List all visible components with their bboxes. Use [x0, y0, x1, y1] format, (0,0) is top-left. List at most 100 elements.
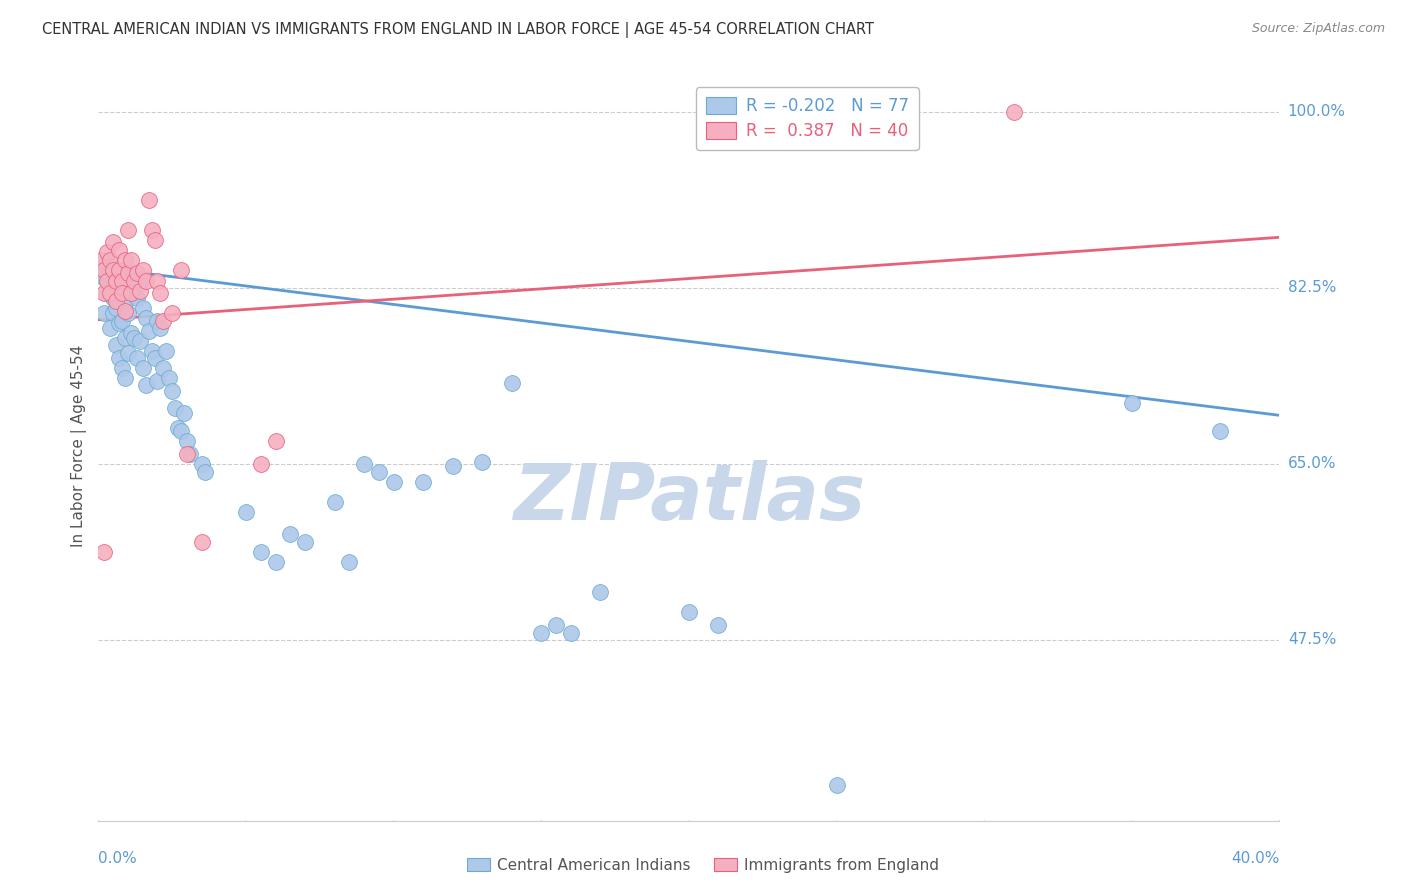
Point: [530, 625, 553, 640]
Point: [825, 779, 848, 793]
Point: [103, 263, 125, 277]
Point: [162, 306, 183, 320]
Point: [146, 274, 169, 288]
Point: [176, 434, 198, 449]
Point: [152, 361, 174, 376]
Point: [132, 263, 155, 277]
Point: [501, 376, 523, 391]
Point: [678, 606, 700, 620]
Point: [111, 274, 134, 288]
Point: [114, 371, 136, 385]
Point: [323, 495, 346, 509]
Point: [117, 306, 139, 320]
Point: [108, 316, 131, 330]
Point: [152, 314, 174, 328]
Point: [98, 285, 121, 300]
Point: [235, 505, 257, 519]
Point: [141, 223, 163, 237]
Text: 82.5%: 82.5%: [1288, 280, 1336, 295]
Point: [111, 280, 134, 294]
Point: [162, 384, 183, 399]
Point: [105, 338, 128, 352]
Point: [1209, 425, 1232, 439]
Point: [117, 266, 139, 280]
Point: [98, 276, 121, 290]
Point: [264, 555, 287, 569]
Point: [93, 545, 115, 559]
Point: [176, 446, 198, 460]
Point: [135, 310, 157, 325]
Point: [98, 321, 121, 335]
Point: [96, 245, 118, 260]
Point: [103, 235, 125, 250]
Point: [125, 266, 148, 280]
Point: [122, 331, 145, 345]
Point: [120, 253, 142, 268]
Point: [108, 244, 131, 258]
Point: [103, 306, 125, 320]
Text: 47.5%: 47.5%: [1288, 632, 1336, 647]
Point: [128, 276, 150, 290]
Point: [117, 223, 139, 237]
Text: Source: ZipAtlas.com: Source: ZipAtlas.com: [1251, 22, 1385, 36]
Point: [1121, 396, 1143, 410]
Point: [128, 284, 150, 298]
Point: [128, 334, 150, 348]
Point: [191, 457, 214, 471]
Point: [122, 274, 145, 288]
Point: [143, 351, 166, 365]
Point: [105, 266, 128, 280]
Point: [96, 255, 118, 269]
Point: [93, 270, 115, 285]
Point: [120, 326, 142, 340]
Point: [103, 291, 125, 305]
Point: [105, 293, 128, 308]
Point: [108, 351, 131, 365]
Point: [105, 301, 128, 315]
Point: [93, 263, 115, 277]
Point: [294, 535, 316, 549]
Text: 100.0%: 100.0%: [1288, 104, 1346, 120]
Point: [120, 285, 142, 300]
Point: [179, 446, 201, 460]
Point: [149, 285, 172, 300]
Point: [135, 378, 157, 392]
Point: [122, 285, 145, 300]
Point: [250, 457, 273, 471]
Point: [132, 301, 155, 315]
Point: [111, 361, 134, 376]
Text: 65.0%: 65.0%: [1288, 456, 1336, 471]
Point: [149, 321, 172, 335]
Point: [120, 276, 142, 290]
Point: [589, 585, 612, 599]
Point: [103, 260, 125, 275]
Point: [96, 285, 118, 300]
Point: [146, 314, 169, 328]
Legend: Central American Indians, Immigrants from England: Central American Indians, Immigrants fro…: [461, 852, 945, 879]
Point: [250, 545, 273, 559]
Point: [339, 555, 361, 569]
Point: [132, 361, 155, 376]
Point: [111, 314, 134, 328]
Point: [125, 291, 148, 305]
Point: [93, 306, 115, 320]
Point: [560, 625, 582, 640]
Point: [141, 343, 163, 358]
Text: 40.0%: 40.0%: [1232, 851, 1279, 866]
Y-axis label: In Labor Force | Age 45-54: In Labor Force | Age 45-54: [72, 345, 87, 547]
Point: [173, 406, 195, 420]
Point: [157, 371, 180, 385]
Point: [546, 617, 568, 632]
Legend: R = -0.202   N = 77, R =  0.387   N = 40: R = -0.202 N = 77, R = 0.387 N = 40: [696, 87, 918, 150]
Point: [138, 193, 160, 207]
Point: [165, 401, 187, 416]
Point: [170, 425, 193, 439]
Point: [280, 527, 302, 541]
Point: [155, 343, 177, 358]
Point: [382, 475, 405, 489]
Point: [114, 295, 136, 310]
Point: [471, 454, 494, 468]
Point: [117, 266, 139, 280]
Point: [368, 465, 391, 479]
Point: [353, 457, 375, 471]
